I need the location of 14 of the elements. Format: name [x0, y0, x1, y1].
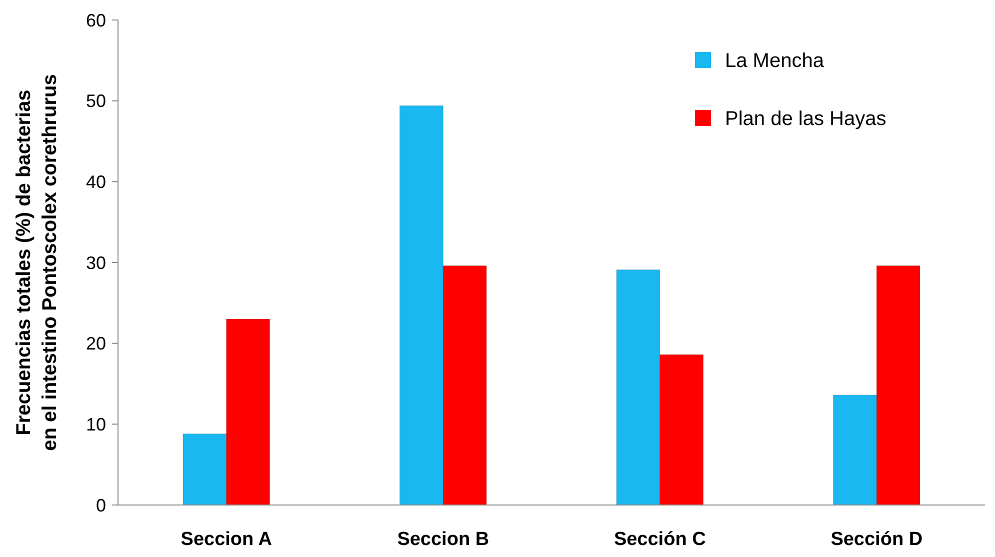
y-tick-label: 20	[86, 334, 106, 354]
y-tick-label: 0	[96, 495, 106, 516]
y-axis-title: Frecuencias totales (%) de bacterias en el intestino Pontoscolex corethrurus	[13, 74, 61, 451]
x-tick-label: Sección C	[614, 529, 706, 550]
x-tick-label: Sección D	[830, 529, 923, 550]
legend-label: La Mencha	[725, 50, 825, 72]
y-tick-label: 10	[86, 414, 106, 434]
y-tick-label: 50	[86, 91, 106, 112]
legend-label: Plan de las Hayas	[725, 108, 886, 130]
y-tick-label: 40	[86, 172, 106, 192]
x-tick-label: Seccion B	[397, 529, 490, 550]
y-tick-label: 30	[86, 252, 106, 273]
x-tick-label: Seccion A	[180, 529, 272, 550]
y-tick-label: 60	[86, 10, 106, 30]
